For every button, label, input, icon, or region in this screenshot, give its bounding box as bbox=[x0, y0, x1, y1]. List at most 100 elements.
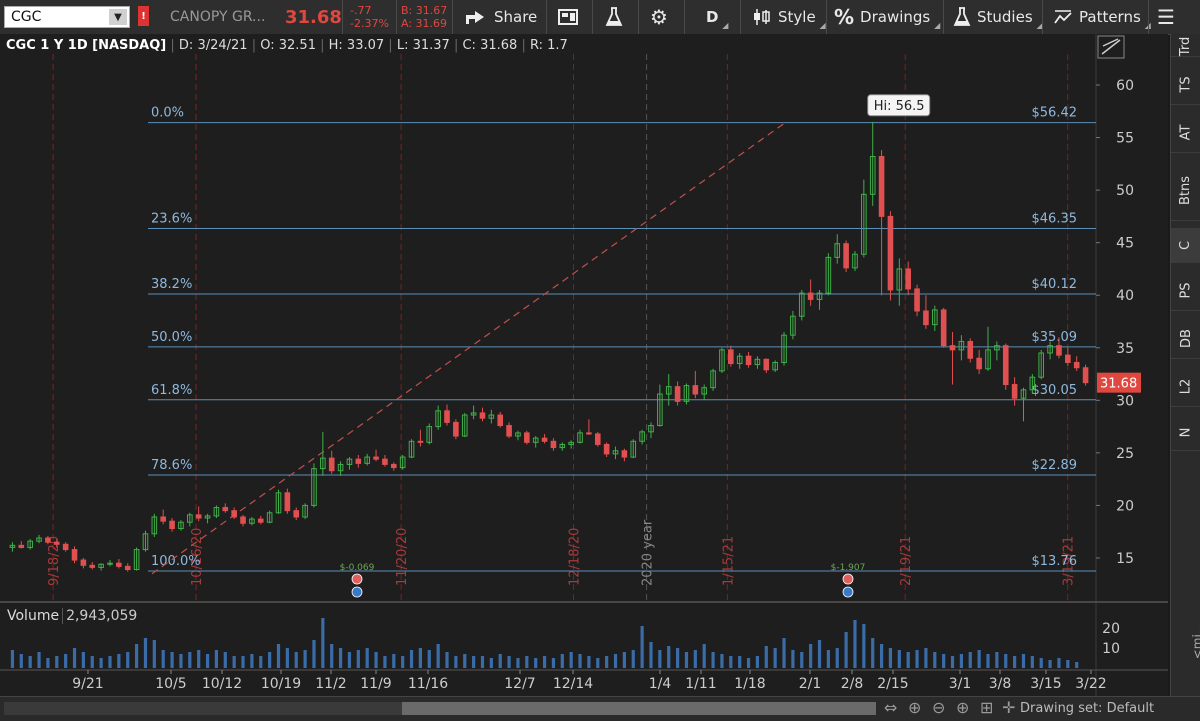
sidebar-tab-l2[interactable]: L2 bbox=[1171, 366, 1200, 407]
candle-body bbox=[887, 215, 894, 291]
sidebar-tab-c[interactable]: C bbox=[1171, 228, 1200, 263]
studies-menu[interactable]: Studies ◢ bbox=[953, 0, 1043, 34]
fib-level-percent: 38.2% bbox=[151, 277, 192, 292]
patterns-icon bbox=[1054, 10, 1072, 24]
chart-scrollbar[interactable] bbox=[4, 702, 876, 715]
earnings-marker-icon bbox=[351, 573, 363, 585]
zoom-in-icon[interactable]: ⊕ bbox=[956, 698, 970, 717]
candle-body bbox=[843, 243, 849, 269]
zoom-box-icon[interactable]: ⊕ bbox=[908, 698, 922, 717]
period-separator-label: 2020 year bbox=[641, 519, 656, 586]
volume-bar bbox=[81, 652, 85, 668]
sidebar-tab-trd[interactable]: Trd bbox=[1171, 36, 1200, 57]
chart-area[interactable]: CGC 1 Y 1D [NASDAQ] | D: 3/24/21 | O: 32… bbox=[0, 34, 1168, 696]
style-menu[interactable]: Style ◢ bbox=[752, 0, 826, 34]
candle-body bbox=[603, 443, 610, 455]
volume-bar bbox=[525, 656, 529, 668]
volume-bar bbox=[436, 644, 440, 668]
zoom-out-icon[interactable]: ⊖ bbox=[932, 698, 946, 717]
fit-icon[interactable]: ⊞ bbox=[980, 698, 994, 717]
fib-level-percent: 50.0% bbox=[151, 330, 192, 345]
crosshair-icon[interactable]: ✛ bbox=[1002, 698, 1016, 717]
volume-bar bbox=[401, 656, 405, 668]
volume-bar bbox=[764, 646, 768, 668]
volume-bar bbox=[46, 658, 50, 668]
symbol-input[interactable]: CGC ▼ bbox=[4, 6, 130, 28]
drawings-menu[interactable]: % Drawings ◢ bbox=[834, 0, 940, 34]
beaker-button[interactable] bbox=[605, 0, 623, 34]
volume-bar bbox=[933, 652, 937, 668]
sidebar-tab-n[interactable]: N bbox=[1171, 414, 1200, 451]
x-tick-label: 12/7 bbox=[504, 676, 535, 692]
pencil-icon bbox=[1101, 38, 1121, 55]
y-tick-label: 15 bbox=[1116, 551, 1134, 567]
settings-button[interactable]: ⚙ bbox=[650, 0, 668, 34]
volume-bar bbox=[117, 654, 121, 668]
sidebar-tab-at[interactable]: AT bbox=[1171, 112, 1200, 153]
sidebar-tab-label: Trd bbox=[1178, 36, 1194, 56]
percent-icon: % bbox=[834, 5, 855, 29]
candle-body bbox=[1065, 354, 1071, 363]
volume-bar bbox=[534, 658, 538, 668]
candle-body bbox=[488, 414, 495, 419]
volume-bar bbox=[374, 652, 378, 668]
aggregation-dropdown[interactable]: D ◢ bbox=[706, 0, 728, 34]
share-button[interactable]: Share bbox=[464, 0, 537, 34]
pan-icon[interactable]: ⇔ bbox=[884, 698, 898, 717]
candle-body bbox=[621, 450, 628, 458]
drawing-set-selector[interactable]: Drawing set: Default bbox=[1020, 701, 1155, 716]
volume-bar bbox=[658, 650, 662, 668]
last-price: 31.68 bbox=[285, 6, 342, 28]
share-label: Share bbox=[494, 8, 538, 26]
x-tick-label: 11/2 bbox=[315, 676, 346, 692]
candle-body bbox=[426, 426, 433, 443]
flexible-grid-button[interactable] bbox=[558, 0, 580, 34]
candle-body bbox=[541, 437, 548, 442]
candle-body bbox=[178, 521, 184, 530]
candle-body bbox=[124, 565, 131, 571]
candle-body bbox=[816, 292, 823, 300]
candle-body bbox=[745, 355, 752, 366]
volume-label: Volume bbox=[7, 608, 60, 624]
candle-body bbox=[683, 385, 690, 402]
volume-bar bbox=[986, 654, 990, 668]
volume-bar bbox=[578, 654, 582, 668]
sidebar-tab-ts[interactable]: TS bbox=[1171, 64, 1200, 105]
x-tick-label: 3/8 bbox=[989, 676, 1012, 692]
patterns-menu[interactable]: Patterns ◢ bbox=[1053, 0, 1151, 34]
volume-bar bbox=[711, 652, 715, 668]
x-tick-label: 9/21 bbox=[72, 676, 103, 692]
x-tick-label: 3/15 bbox=[1030, 676, 1061, 692]
volume-bar bbox=[152, 640, 156, 668]
candle-body bbox=[967, 340, 974, 359]
candle-body bbox=[781, 334, 787, 363]
candle-body bbox=[515, 432, 521, 437]
ask-value: A: 31.69 bbox=[401, 17, 448, 30]
x-tick-label: 11/16 bbox=[408, 676, 448, 692]
sidebar-tab-btns[interactable]: Btns bbox=[1171, 160, 1200, 221]
more-button[interactable]: ☰ bbox=[1157, 0, 1175, 34]
volume-bar bbox=[791, 650, 795, 668]
candle-body bbox=[204, 515, 211, 519]
x-tick-label: 10/12 bbox=[202, 676, 242, 692]
volume-bar bbox=[800, 652, 804, 668]
volume-bar bbox=[1021, 654, 1026, 668]
x-tick-label: 2/8 bbox=[841, 676, 864, 692]
volume-bar bbox=[746, 658, 751, 668]
chevron-down-icon[interactable]: ▼ bbox=[109, 9, 127, 25]
scrollbar-thumb[interactable] bbox=[402, 702, 876, 715]
sidebar-tab-ps[interactable]: PS bbox=[1171, 270, 1200, 311]
volume-bar bbox=[1066, 660, 1070, 668]
candle-body bbox=[1047, 345, 1053, 354]
sidebar-tab-db[interactable]: DB bbox=[1171, 318, 1200, 359]
candle-body bbox=[674, 386, 681, 402]
volume-bar bbox=[1013, 656, 1017, 668]
volume-bar bbox=[995, 652, 999, 668]
candle-body bbox=[657, 393, 663, 427]
alert-flag-icon[interactable]: ! bbox=[138, 6, 149, 26]
volume-bar bbox=[596, 658, 600, 668]
volume-bar bbox=[489, 658, 493, 668]
sidebar-tab-label: N bbox=[1178, 427, 1194, 437]
volume-bar bbox=[28, 656, 32, 668]
